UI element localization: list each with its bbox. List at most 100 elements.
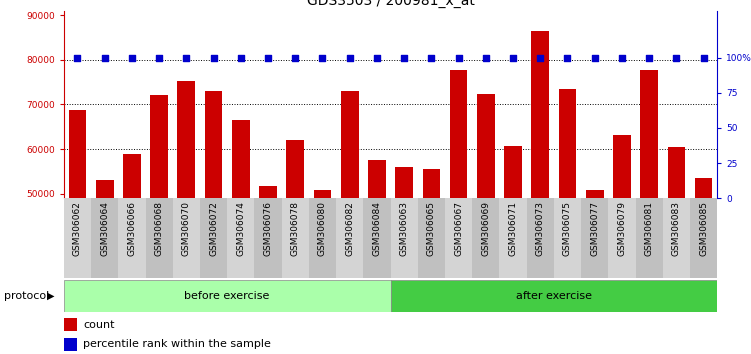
Bar: [64, 338, 77, 351]
Text: GSM306077: GSM306077: [590, 201, 599, 256]
Bar: [255, 198, 282, 278]
Point: [671, 55, 683, 60]
Text: protocol: protocol: [4, 291, 49, 301]
Text: GSM306080: GSM306080: [318, 201, 327, 256]
Bar: [668, 147, 685, 354]
Point: [616, 55, 628, 60]
Bar: [695, 178, 713, 354]
Text: GSM306082: GSM306082: [345, 201, 354, 256]
Text: GSM306075: GSM306075: [563, 201, 572, 256]
Title: GDS3503 / 200981_x_at: GDS3503 / 200981_x_at: [306, 0, 475, 8]
Bar: [146, 198, 173, 278]
Point: [643, 55, 655, 60]
Text: GSM306063: GSM306063: [400, 201, 409, 256]
Point: [425, 55, 437, 60]
Bar: [613, 135, 631, 354]
Bar: [123, 154, 140, 354]
Bar: [227, 198, 255, 278]
Bar: [395, 167, 413, 354]
Bar: [641, 70, 658, 354]
Bar: [200, 198, 227, 278]
Bar: [477, 94, 495, 354]
Bar: [64, 280, 391, 312]
Text: GSM306064: GSM306064: [100, 201, 109, 256]
Bar: [445, 198, 472, 278]
Text: GSM306074: GSM306074: [237, 201, 246, 256]
Text: after exercise: after exercise: [516, 291, 592, 301]
Point: [180, 55, 192, 60]
Text: percentile rank within the sample: percentile rank within the sample: [83, 339, 271, 349]
Bar: [341, 91, 358, 354]
Bar: [64, 198, 91, 278]
Text: GSM306068: GSM306068: [155, 201, 164, 256]
Point: [398, 55, 410, 60]
Point: [207, 55, 219, 60]
Bar: [282, 198, 309, 278]
Bar: [635, 198, 662, 278]
Bar: [526, 198, 554, 278]
Point: [126, 55, 138, 60]
Point: [98, 55, 110, 60]
Point: [71, 55, 83, 60]
Bar: [608, 198, 635, 278]
Bar: [391, 198, 418, 278]
Bar: [586, 190, 604, 354]
Bar: [119, 198, 146, 278]
Point: [316, 55, 328, 60]
Bar: [150, 95, 168, 354]
Bar: [96, 181, 113, 354]
Text: GSM306062: GSM306062: [73, 201, 82, 256]
Bar: [499, 198, 526, 278]
Bar: [91, 198, 119, 278]
Bar: [391, 280, 717, 312]
Bar: [690, 198, 717, 278]
Bar: [662, 198, 690, 278]
Text: ▶: ▶: [47, 291, 55, 301]
Text: GSM306066: GSM306066: [128, 201, 137, 256]
Bar: [177, 81, 195, 354]
Point: [344, 55, 356, 60]
Text: GSM306073: GSM306073: [535, 201, 544, 256]
Bar: [450, 70, 467, 354]
Bar: [581, 198, 608, 278]
Text: GSM306065: GSM306065: [427, 201, 436, 256]
Text: GSM306085: GSM306085: [699, 201, 708, 256]
Bar: [64, 318, 77, 331]
Text: GSM306070: GSM306070: [182, 201, 191, 256]
Text: GSM306069: GSM306069: [481, 201, 490, 256]
Bar: [368, 160, 386, 354]
Bar: [554, 198, 581, 278]
Point: [371, 55, 383, 60]
Bar: [532, 31, 549, 354]
Text: count: count: [83, 320, 115, 330]
Text: GSM306078: GSM306078: [291, 201, 300, 256]
Bar: [418, 198, 445, 278]
Bar: [314, 190, 331, 354]
Bar: [259, 186, 277, 354]
Point: [507, 55, 519, 60]
Point: [235, 55, 247, 60]
Bar: [173, 198, 200, 278]
Point: [562, 55, 574, 60]
Point: [589, 55, 601, 60]
Text: GSM306079: GSM306079: [617, 201, 626, 256]
Bar: [423, 169, 440, 354]
Point: [289, 55, 301, 60]
Bar: [286, 140, 304, 354]
Point: [153, 55, 165, 60]
Bar: [205, 91, 222, 354]
Text: GSM306084: GSM306084: [372, 201, 382, 256]
Bar: [68, 110, 86, 354]
Text: GSM306076: GSM306076: [264, 201, 273, 256]
Point: [480, 55, 492, 60]
Bar: [232, 120, 249, 354]
Point: [453, 55, 465, 60]
Point: [262, 55, 274, 60]
Text: GSM306067: GSM306067: [454, 201, 463, 256]
Bar: [336, 198, 363, 278]
Text: before exercise: before exercise: [185, 291, 270, 301]
Text: GSM306072: GSM306072: [209, 201, 218, 256]
Bar: [504, 145, 522, 354]
Bar: [309, 198, 336, 278]
Text: GSM306081: GSM306081: [644, 201, 653, 256]
